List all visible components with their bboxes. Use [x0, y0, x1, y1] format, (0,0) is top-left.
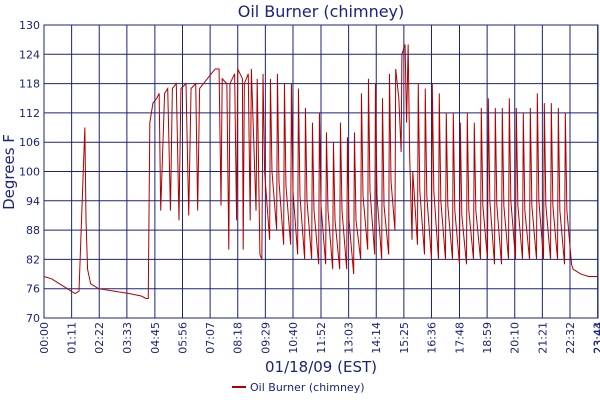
y-tick-label: 106	[19, 136, 40, 149]
y-tick-label: 100	[19, 166, 40, 179]
x-tick-label: 14:14	[370, 322, 383, 354]
legend-label: Oil Burner (chimney)	[250, 381, 365, 394]
x-tick-label: 15:25	[398, 322, 411, 354]
x-tick-label: 04:45	[149, 322, 162, 354]
x-tick-label: 10:40	[287, 322, 300, 354]
x-tick-label: 20:10	[509, 322, 522, 354]
y-tick-label: 94	[26, 195, 40, 208]
x-tick-label: 23:44	[592, 322, 600, 354]
x-tick-label: 18:59	[481, 322, 494, 354]
y-tick-label: 88	[26, 224, 40, 237]
y-tick-label: 82	[26, 253, 40, 266]
x-tick-label: 16:36	[425, 322, 438, 354]
x-tick-label: 07:07	[204, 322, 217, 354]
y-axis-label: Degrees F	[0, 134, 18, 210]
x-axis-label: 01/18/09 (EST)	[265, 358, 377, 376]
x-tick-label: 01:11	[66, 322, 79, 354]
x-tick-label: 23:43	[592, 322, 600, 354]
x-tick-label: 13:03	[343, 322, 356, 354]
x-tick-label: 09:29	[259, 322, 272, 354]
x-tick-label: 02:22	[93, 322, 106, 354]
data-line	[43, 44, 598, 299]
x-tick-label: 21:21	[536, 322, 549, 354]
x-tick-label: 22:32	[564, 322, 577, 354]
y-tick-label: 124	[19, 48, 40, 61]
x-tick-label: 05:56	[177, 322, 190, 354]
x-tick-label: 08:18	[232, 322, 245, 354]
y-tick-label: 76	[26, 283, 40, 296]
y-tick-label: 130	[19, 19, 40, 32]
x-tick-label: 03:33	[121, 322, 134, 354]
x-tick-label: 17:48	[454, 322, 467, 354]
x-tick-label: 00:00	[38, 322, 51, 354]
x-tick-label: 11:52	[315, 322, 328, 354]
y-tick-label: 118	[19, 78, 40, 91]
chart-title: Oil Burner (chimney)	[238, 2, 405, 21]
y-tick-label: 70	[26, 312, 40, 325]
y-tick-label: 112	[19, 107, 40, 120]
